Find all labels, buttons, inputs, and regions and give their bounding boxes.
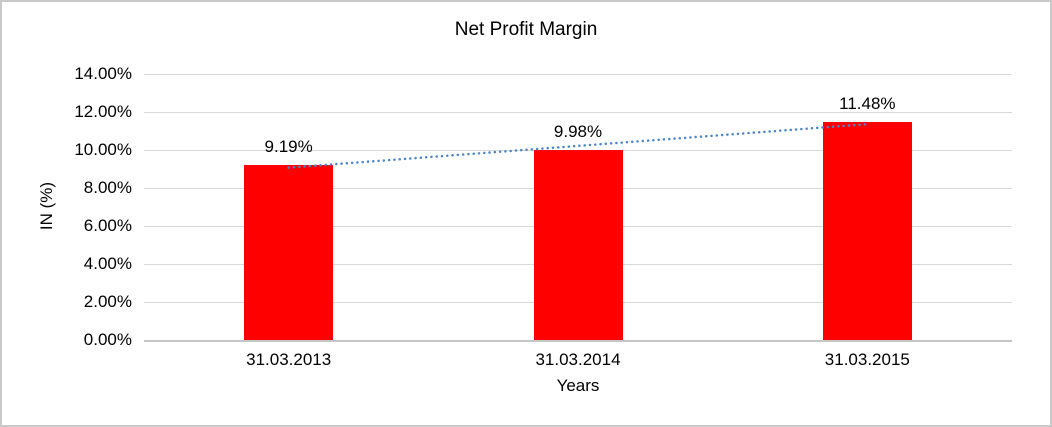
x-axis-tick-label: 31.03.2013 (246, 350, 332, 369)
chart-title: Net Profit Margin (454, 19, 598, 40)
bar (822, 121, 912, 340)
x-axis-tick-label: 31.03.2015 (824, 350, 910, 369)
bar (533, 150, 623, 340)
x-axis-tick-label: 31.03.2014 (535, 350, 621, 369)
y-axis-tick-label: 8.00% (83, 178, 132, 197)
y-axis-tick-label: 12.00% (74, 102, 132, 121)
bar (244, 165, 334, 340)
bar-data-label: 9.98% (553, 122, 603, 142)
y-axis-tick-label: 4.00% (83, 254, 132, 273)
x-axis-line (144, 340, 1012, 342)
y-axis-tick-label: 6.00% (83, 216, 132, 235)
x-axis-title: Years (556, 376, 600, 395)
gridline (144, 74, 1012, 75)
trendline (287, 122, 869, 169)
trendline-layer (287, 122, 869, 169)
plot-area: 9.19% 9.98% 11.48% (144, 74, 1012, 342)
y-axis-tick-label: 0.00% (83, 330, 132, 349)
bar-data-label: 9.19% (264, 137, 313, 157)
y-axis-tick-label: 10.00% (74, 140, 132, 159)
y-axis-tick-label: 14.00% (74, 64, 132, 83)
gridline (144, 112, 1012, 113)
y-axis-tick-label: 2.00% (83, 292, 132, 311)
bar-data-label: 11.48% (839, 93, 896, 113)
